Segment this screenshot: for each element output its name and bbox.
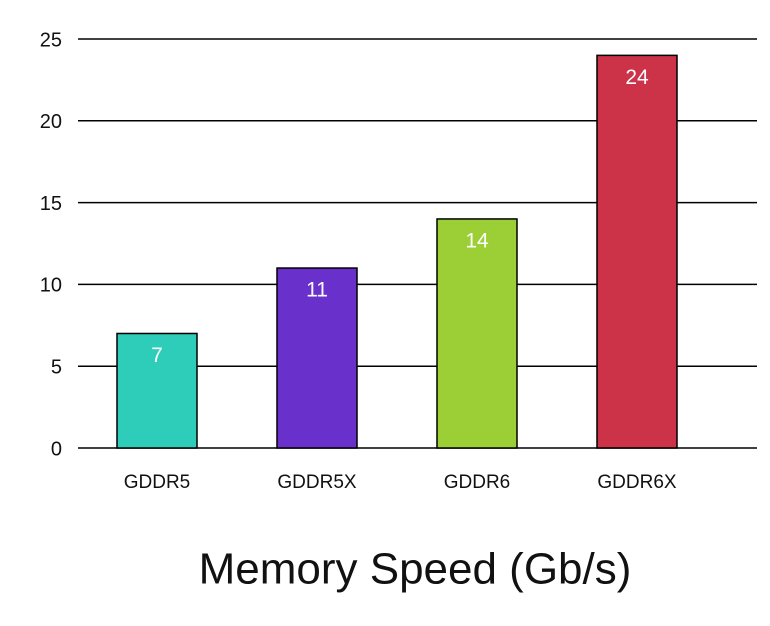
value-label: 14 bbox=[465, 230, 489, 253]
y-tick-label: 5 bbox=[51, 356, 62, 378]
x-tick-label: GDDR5X bbox=[277, 472, 357, 493]
value-label: 11 bbox=[306, 279, 328, 302]
y-tick-label: 15 bbox=[40, 193, 62, 215]
chart-title: Memory Speed (Gb/s) bbox=[199, 545, 632, 594]
value-label: 7 bbox=[151, 344, 163, 367]
x-tick-label: GDDR5 bbox=[124, 472, 191, 493]
bar bbox=[436, 218, 518, 449]
x-tick-label: GDDR6X bbox=[597, 472, 677, 493]
bar bbox=[596, 54, 678, 449]
y-tick-label: 0 bbox=[51, 438, 62, 460]
value-label: 24 bbox=[625, 66, 649, 89]
y-tick-label: 20 bbox=[40, 111, 62, 133]
y-tick-label: 25 bbox=[40, 29, 62, 51]
bar bbox=[276, 267, 358, 449]
x-tick-label: GDDR6 bbox=[444, 472, 511, 493]
y-tick-label: 10 bbox=[40, 275, 62, 297]
bar bbox=[116, 332, 198, 449]
